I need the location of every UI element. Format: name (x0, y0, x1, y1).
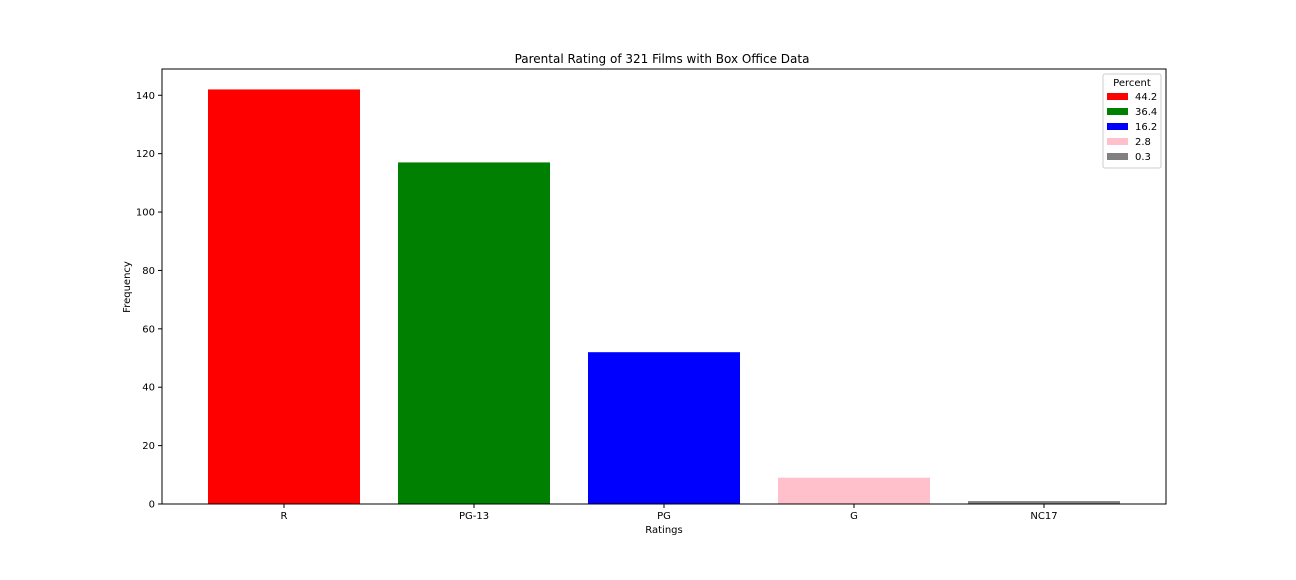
legend-swatch (1107, 153, 1128, 160)
bar-g (778, 477, 930, 504)
x-tick-label: PG (657, 511, 671, 522)
plot-area (208, 89, 1120, 504)
legend-entry: 2.8 (1135, 137, 1151, 148)
y-tick-label: 80 (142, 266, 155, 277)
legend-swatch (1107, 93, 1128, 100)
y-tick-label: 100 (136, 208, 155, 219)
x-tick-label: NC17 (1030, 511, 1057, 522)
x-tick-label: G (850, 511, 858, 522)
legend: Percent 44.2 36.4 16.2 2.8 0.3 (1102, 73, 1162, 169)
y-tick-label: 40 (142, 383, 155, 394)
x-tick-label: R (281, 511, 288, 522)
x-axis-label: Ratings (645, 525, 682, 536)
legend-entry: 36.4 (1135, 107, 1157, 118)
y-tick-label: 140 (136, 91, 155, 102)
y-tick-label: 60 (142, 324, 155, 335)
x-tick-label: PG-13 (459, 511, 489, 522)
legend-swatch (1107, 108, 1128, 115)
legend-entry: 44.2 (1135, 92, 1157, 103)
y-tick-label: 120 (136, 149, 155, 160)
y-axis-label: Frequency (122, 261, 133, 313)
legend-entry: 16.2 (1135, 122, 1157, 133)
chart-title: Parental Rating of 321 Films with Box Of… (515, 52, 810, 66)
bar-pg-13 (398, 162, 550, 504)
legend-swatch (1107, 123, 1128, 130)
y-tick-label: 0 (149, 500, 155, 511)
bar-r (208, 89, 360, 504)
bar-nc17 (968, 501, 1120, 504)
legend-swatch (1107, 138, 1128, 145)
x-axis: R PG-13 PG G NC17 (281, 504, 1058, 522)
bar-pg (588, 352, 740, 504)
legend-entry: 0.3 (1135, 152, 1151, 163)
y-axis: 0 20 40 60 80 100 120 140 (136, 91, 162, 511)
y-tick-label: 20 (142, 441, 155, 452)
legend-title: Percent (1113, 78, 1151, 89)
